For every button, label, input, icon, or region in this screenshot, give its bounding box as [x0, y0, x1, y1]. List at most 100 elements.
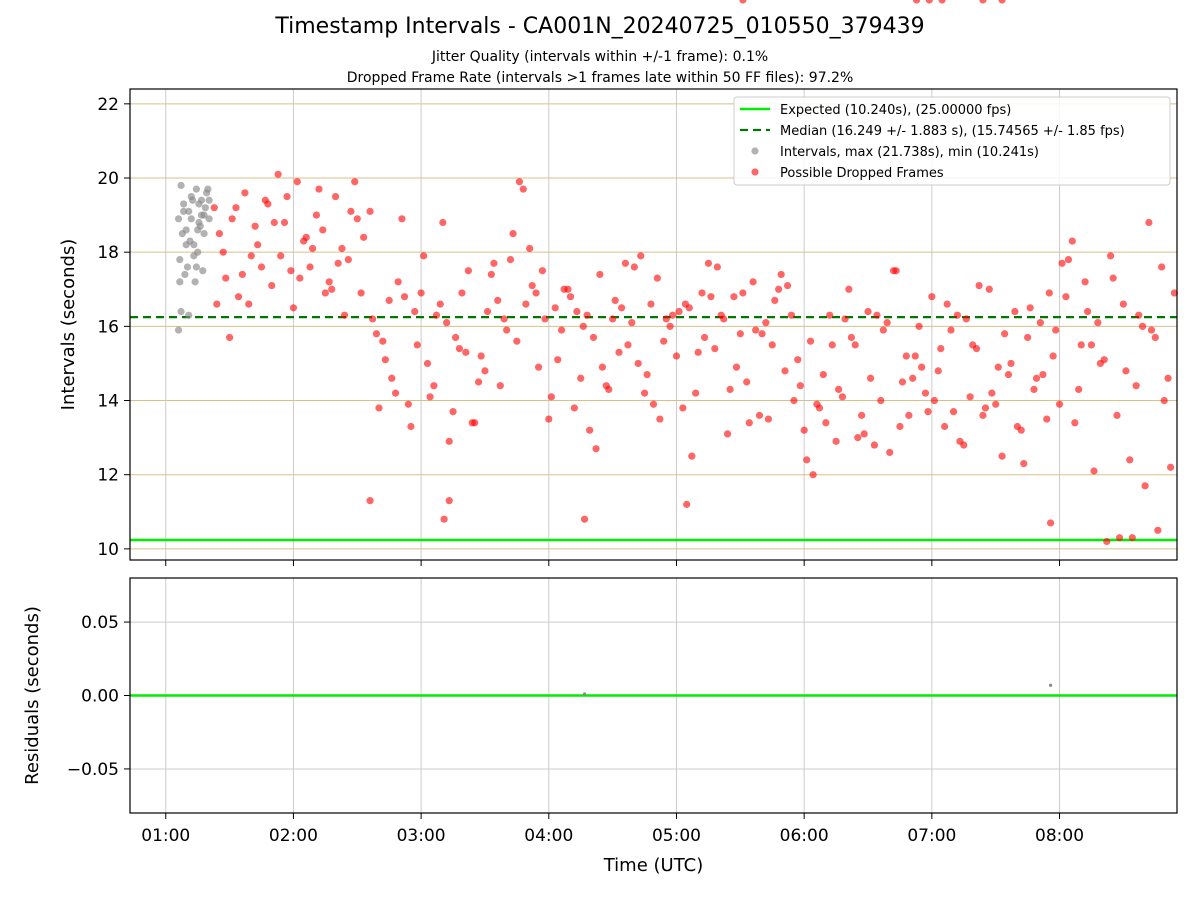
interval-point	[195, 200, 203, 208]
dropped-frame-point	[688, 452, 696, 460]
dropped-frame-point	[1030, 385, 1038, 394]
dropped-frame-point	[496, 382, 504, 390]
y-tick-label: 14	[97, 392, 119, 412]
interval-point	[177, 181, 185, 190]
dropped-frame-point	[500, 315, 508, 323]
x-tick-label: 01:00	[141, 826, 190, 846]
x-tick-label: 06:00	[780, 826, 829, 846]
dropped-frame-point	[634, 359, 642, 368]
dropped-frame-point	[254, 241, 262, 249]
dropped-frame-point	[440, 515, 448, 523]
dropped-frame-point	[357, 289, 365, 297]
dropped-frame-point	[400, 293, 409, 301]
dropped-frame-point	[669, 311, 677, 319]
dropped-frame-point	[886, 448, 894, 457]
dropped-frame-point	[902, 352, 910, 360]
dropped-frame-point	[328, 285, 336, 293]
dropped-frame-point	[736, 330, 744, 338]
dropped-frame-point	[630, 263, 638, 271]
dropped-frame-point	[334, 259, 342, 267]
dropped-subtitle: Dropped Frame Rate (intervals >1 frames …	[346, 70, 854, 86]
dropped-frame-point	[800, 426, 808, 434]
dropped-frame-point	[1103, 537, 1111, 546]
dropped-frame-point	[210, 204, 218, 212]
dropped-frame-point	[477, 352, 485, 360]
dropped-frame-point	[953, 311, 961, 319]
dropped-frame-point	[806, 337, 815, 345]
dropped-frame-point	[426, 393, 434, 401]
dropped-frame-point	[928, 293, 936, 301]
dropped-frame-point	[430, 382, 438, 390]
dropped-frame-point	[251, 222, 259, 230]
dropped-frame-point	[228, 215, 236, 223]
dropped-frame-point	[1113, 411, 1121, 419]
dropped-frame-point	[649, 400, 658, 408]
dropped-frame-point	[835, 385, 843, 394]
dropped-frame-point	[247, 252, 255, 260]
dropped-frame-point	[222, 274, 230, 282]
dropped-frame-point	[803, 456, 811, 464]
dropped-frame-point	[1128, 534, 1136, 542]
dropped-frame-point	[586, 426, 594, 434]
dropped-frame-point	[526, 244, 534, 253]
dropped-frame-point	[538, 267, 547, 275]
dropped-frame-point	[596, 270, 604, 279]
dropped-frame-point	[366, 497, 374, 505]
y-tick-label: 18	[97, 243, 119, 263]
dropped-frame-point	[503, 326, 511, 334]
dropped-frame-point	[468, 419, 476, 427]
interval-point	[176, 255, 184, 264]
dropped-frame-point	[1039, 370, 1047, 379]
dropped-frame-point	[1126, 456, 1134, 464]
interval-point	[199, 267, 207, 275]
dropped-frame-point	[234, 293, 243, 301]
dropped-frame-point	[1164, 374, 1172, 382]
dropped-frame-point	[321, 289, 329, 297]
dropped-frame-point	[445, 497, 453, 505]
dropped-frame-point	[739, 289, 747, 297]
interval-point	[197, 211, 206, 219]
dropped-frame-point	[679, 404, 687, 412]
dropped-frame-point	[879, 326, 887, 334]
dropped-frame-point	[1004, 370, 1013, 379]
dropped-frame-point	[975, 281, 983, 290]
dropped-frame-point	[532, 289, 540, 297]
dropped-frame-point	[1075, 385, 1083, 394]
dropped-frame-point	[443, 319, 451, 327]
dropped-frame-point	[858, 411, 866, 419]
dropped-frame-point	[860, 430, 868, 438]
dropped-frame-point	[277, 252, 285, 260]
dropped-frame-point	[873, 311, 881, 319]
dropped-frame-point	[1087, 341, 1096, 349]
dropped-frame-point	[513, 337, 521, 345]
dropped-frame-point	[985, 285, 993, 293]
dropped-frame-point	[988, 389, 996, 397]
dropped-frame-point	[515, 178, 524, 186]
dropped-frame-point	[439, 218, 447, 227]
dropped-frame-point	[534, 363, 543, 371]
dropped-frame-point	[937, 345, 945, 353]
dropped-frame-point	[866, 374, 875, 382]
dropped-frame-point	[637, 252, 645, 260]
dropped-frame-point	[413, 341, 421, 349]
dropped-frame-point	[347, 207, 355, 215]
dropped-frame-point	[551, 304, 559, 312]
dropped-frame-point	[723, 430, 732, 438]
dropped-frame-point	[1052, 326, 1060, 334]
dropped-frame-point	[790, 396, 798, 405]
dropped-frame-point	[404, 400, 412, 408]
dropped-frame-point	[656, 415, 664, 423]
dropped-frame-point	[611, 296, 619, 304]
dropped-frame-point	[225, 333, 234, 342]
dropped-frame-point	[541, 315, 549, 323]
dropped-frame-point	[1138, 322, 1147, 330]
dropped-frame-point	[494, 296, 502, 304]
interval-point	[185, 311, 193, 319]
dropped-frame-point	[522, 300, 530, 308]
dropped-frame-point	[519, 185, 527, 193]
dropped-frame-point	[911, 352, 919, 360]
dropped-frame-point	[643, 370, 651, 379]
interval-point	[194, 226, 202, 234]
dropped-frame-point	[815, 404, 824, 412]
dropped-frame-point	[436, 300, 444, 308]
